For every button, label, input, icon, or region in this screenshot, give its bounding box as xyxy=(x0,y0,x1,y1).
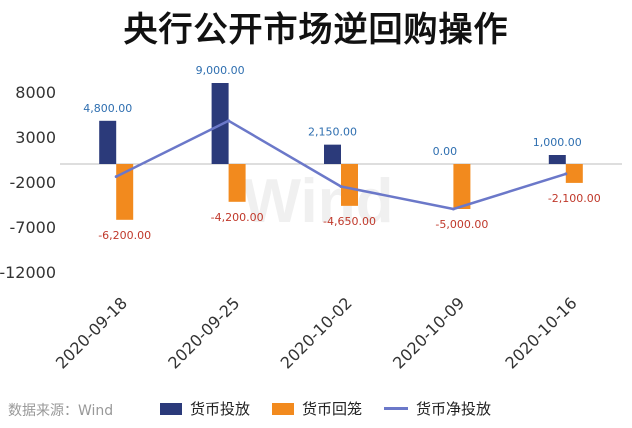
data-label-release: 0.00 xyxy=(433,145,458,158)
bar-withdraw xyxy=(228,164,246,202)
bar-withdraw xyxy=(116,164,134,220)
data-label-withdraw: -2,100.00 xyxy=(548,192,601,205)
data-label-withdraw: -6,200.00 xyxy=(98,229,151,242)
legend-item-withdraw: 货币回笼 xyxy=(272,398,362,419)
point-net xyxy=(451,207,455,211)
legend-item-net: 货币净投放 xyxy=(384,398,491,419)
x-tick-label: 2020-09-18 xyxy=(52,293,131,372)
legend-label-withdraw: 货币回笼 xyxy=(302,400,363,418)
bar-release xyxy=(548,155,566,164)
point-net xyxy=(339,185,343,188)
bar-withdraw xyxy=(341,164,358,206)
bar-withdraw xyxy=(453,164,471,209)
legend-swatch-release xyxy=(160,402,182,415)
legend-swatch-net xyxy=(384,407,409,410)
bar-release xyxy=(99,120,117,164)
point-net xyxy=(114,175,118,179)
watermark: Wind xyxy=(243,167,394,236)
x-tick-label: 2020-10-02 xyxy=(277,293,356,372)
data-label-withdraw: -4,650.00 xyxy=(323,215,376,228)
legend-label-net: 货币净投放 xyxy=(416,400,492,418)
legend: 货币投放 货币回笼 货币净投放 xyxy=(160,398,513,419)
x-tick-label: 2020-10-16 xyxy=(501,293,580,372)
legend-swatch-withdraw xyxy=(272,402,295,415)
x-tick-label: 2020-09-25 xyxy=(164,293,243,372)
legend-item-release: 货币投放 xyxy=(160,398,250,419)
point-net xyxy=(227,119,231,123)
bar-withdraw xyxy=(565,164,583,183)
legend-label-release: 货币投放 xyxy=(190,400,251,418)
data-label-release: 2,150.00 xyxy=(308,126,357,139)
data-source: 数据来源：Wind xyxy=(8,403,114,419)
y-tick-label: -12000 xyxy=(0,263,56,282)
y-tick-label: 8000 xyxy=(15,83,56,102)
y-tick-label: -2000 xyxy=(10,173,57,192)
data-label-release: 1,000.00 xyxy=(533,136,582,149)
data-label-release: 4,800.00 xyxy=(83,102,132,115)
y-tick-label: -7000 xyxy=(10,218,57,237)
bar-release xyxy=(211,83,229,164)
chart-title: 央行公开市场逆回购操作 xyxy=(123,10,509,50)
data-label-withdraw: -5,000.00 xyxy=(435,218,488,231)
point-net xyxy=(564,172,568,176)
y-tick-label: 3000 xyxy=(15,128,56,147)
bar-release xyxy=(324,144,341,164)
x-tick-label: 2020-10-09 xyxy=(389,293,468,372)
data-label-withdraw: -4,200.00 xyxy=(211,211,264,224)
data-label-release: 9,000.00 xyxy=(196,64,245,77)
